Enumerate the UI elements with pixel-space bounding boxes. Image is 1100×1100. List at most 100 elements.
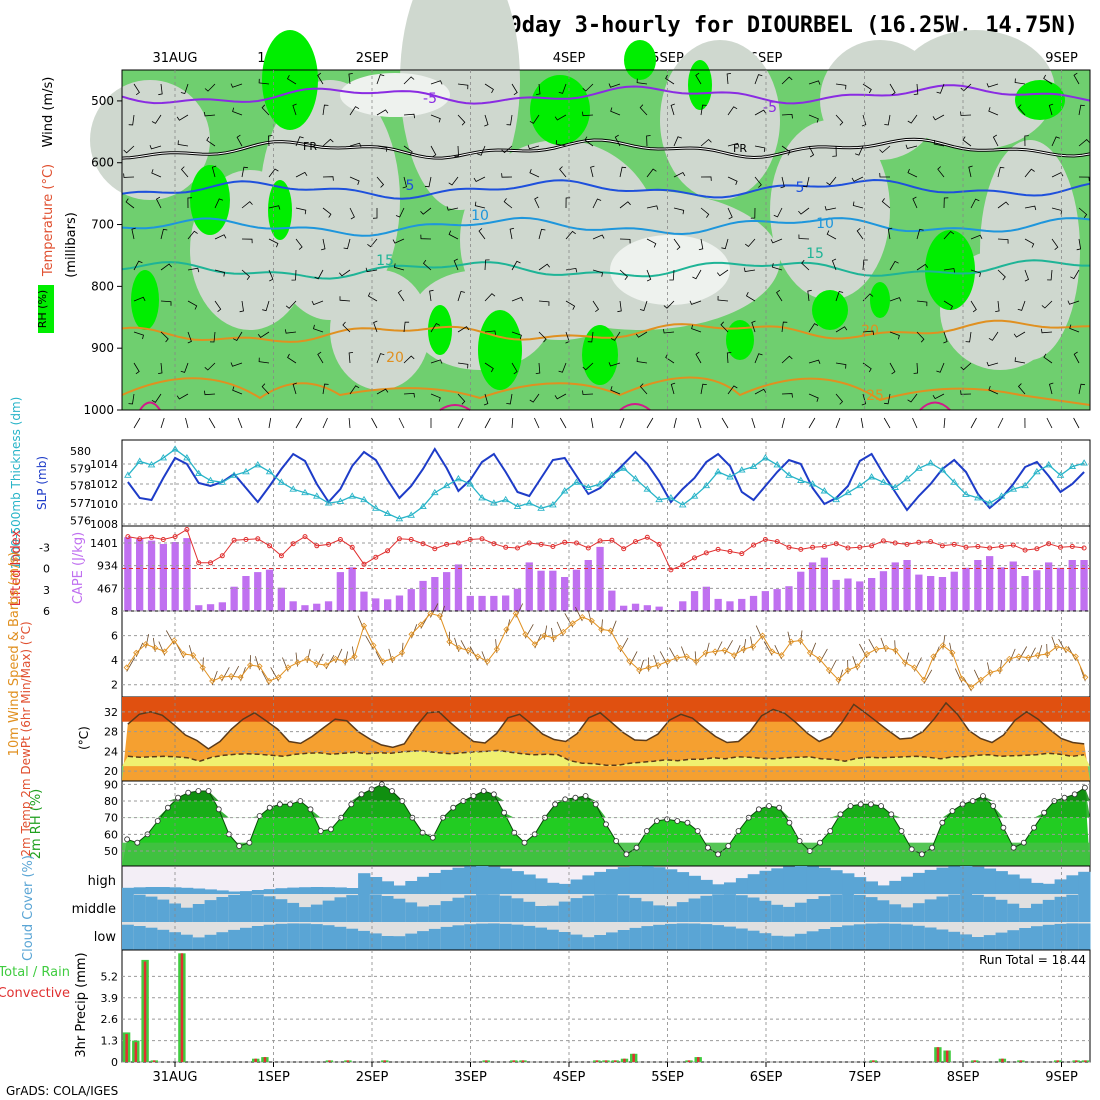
thickness-marker	[147, 461, 156, 468]
contour-label: -5	[423, 91, 437, 107]
cloud-cell	[263, 924, 276, 950]
wind-speed-marker	[190, 652, 197, 659]
cloud-cell	[783, 936, 796, 950]
surface-wind-barb	[559, 417, 567, 429]
upper-wind-barb	[317, 72, 324, 85]
cloud-cell	[275, 899, 288, 922]
li-marker	[137, 536, 143, 542]
upper-wind-barb	[700, 176, 712, 181]
cape-bar	[690, 591, 699, 611]
upper-wind-barb	[907, 168, 918, 178]
upper-wind-barb	[1017, 383, 1026, 395]
cloud-cell	[440, 869, 453, 894]
upper-wind-barb	[663, 300, 675, 309]
cape-bar	[277, 587, 285, 611]
wind-speed-marker	[484, 658, 491, 665]
cape-bar	[136, 539, 144, 611]
upper-wind-barb	[692, 269, 702, 280]
li-tick-label: 6	[43, 605, 50, 618]
rh-marker	[623, 851, 630, 858]
upper-wind-barb	[151, 393, 162, 403]
upper-wind-barb	[177, 140, 189, 147]
cape-bar	[761, 591, 769, 611]
upper-wind-barb	[286, 75, 297, 85]
thickness-marker	[797, 476, 805, 483]
cloud-cell	[322, 900, 335, 922]
cape-bar	[419, 580, 427, 611]
upper-wind-barb	[943, 268, 956, 273]
upper-wind-barb	[230, 362, 243, 367]
rh-tick-label: 70	[104, 812, 118, 825]
cape-bar	[384, 599, 392, 611]
thickness-marker	[395, 514, 404, 522]
wind-speed-marker	[892, 647, 899, 654]
cloud-cell	[1054, 879, 1067, 894]
upper-wind-barb	[268, 168, 279, 178]
rh-marker	[755, 806, 762, 813]
thickness-marker	[242, 467, 250, 475]
cloud-cell	[676, 902, 690, 922]
upper-wind-barb	[646, 269, 652, 282]
rh-very-dry-region	[340, 73, 450, 117]
cape-bar	[986, 556, 994, 611]
cloud-cell	[440, 901, 453, 922]
cloud-cell	[299, 907, 312, 922]
precip-panel-frame	[121, 949, 1091, 1063]
upper-wind-barb	[241, 269, 251, 281]
upper-wind-barb	[376, 74, 385, 85]
wind-speed-marker	[750, 643, 757, 650]
upper-wind-barb	[292, 382, 297, 395]
upper-wind-barb	[376, 353, 385, 364]
upper-wind-barb	[988, 331, 999, 341]
cape-bar	[572, 569, 581, 611]
upper-wind-barb	[773, 207, 783, 218]
upper-wind-barb	[373, 320, 378, 333]
thickness-marker	[183, 454, 191, 461]
wind-speed-marker	[977, 676, 984, 683]
upper-wind-barb	[936, 83, 945, 94]
contour-label: 25	[866, 388, 884, 404]
upper-wind-barb	[261, 104, 270, 116]
li-marker	[267, 543, 273, 549]
li-marker	[1034, 546, 1040, 552]
thickness-marker	[419, 502, 427, 510]
li-marker	[810, 544, 816, 550]
cape-bar	[891, 562, 899, 611]
wind-speed-marker	[987, 669, 994, 676]
wind-speed-marker	[322, 662, 330, 669]
cloud-cell	[346, 895, 359, 922]
cape-bar	[159, 544, 167, 611]
cloud-cell	[488, 923, 501, 950]
upper-wind-barb	[311, 300, 324, 306]
thickness-marker	[785, 471, 793, 478]
upper-wind-barb	[204, 362, 216, 371]
upper-wind-barb	[646, 135, 651, 147]
isotherm-5	[121, 178, 1091, 200]
upper-wind-barb	[474, 201, 486, 209]
wind-speed-marker	[806, 649, 814, 656]
upper-wind-barb	[484, 330, 496, 335]
cloud-cell	[287, 902, 300, 922]
upper-wind-barb	[133, 83, 140, 96]
precip-convective-bar	[604, 1060, 608, 1062]
cloud-cell	[865, 897, 878, 922]
cloud-cell	[204, 934, 217, 950]
wind-speed-marker	[171, 637, 178, 644]
rh-marker	[501, 809, 508, 816]
rh-marker	[725, 843, 732, 849]
cloud-cell	[924, 899, 937, 922]
upper-wind-barb	[700, 138, 712, 147]
cloud-cell	[1066, 894, 1079, 922]
cloud-cell	[771, 904, 784, 922]
upper-wind-barb	[689, 300, 702, 305]
upper-wind-barb	[582, 83, 594, 92]
cloud-cell	[488, 866, 501, 894]
rh-moist-region	[925, 230, 975, 310]
rh-marker	[847, 803, 854, 809]
upper-wind-barb	[262, 300, 270, 312]
wind-speed-marker	[636, 666, 643, 674]
cloud-cell	[1007, 930, 1020, 950]
li-marker	[255, 536, 261, 542]
thickness-tick-label: 580	[70, 445, 91, 458]
cloud-cell	[133, 926, 147, 950]
